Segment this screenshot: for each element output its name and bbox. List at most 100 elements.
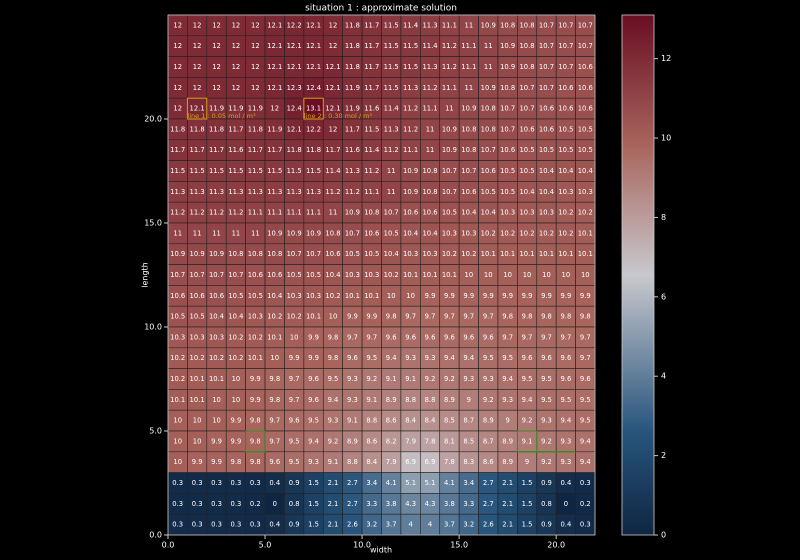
cell-label: 9.9 <box>425 292 436 300</box>
cell-label: 9.7 <box>463 313 474 321</box>
cell-label: 0.4 <box>560 479 571 487</box>
x-tick-label: 10.0 <box>353 541 371 550</box>
cell-label: 10.7 <box>384 209 399 217</box>
cell-label: 10.1 <box>306 313 321 321</box>
cell-label: 11.2 <box>384 146 399 154</box>
cell-label: 9.2 <box>328 437 339 445</box>
cell-label: 8.9 <box>483 417 494 425</box>
cell-label: 10.1 <box>364 292 379 300</box>
cell-label: 10.8 <box>461 146 476 154</box>
cell-label: 2.1 <box>328 500 339 508</box>
cell-label: 11.1 <box>287 209 302 217</box>
cell-label: 12.1 <box>287 125 302 133</box>
cell-label: 9.9 <box>560 292 571 300</box>
cell-label: 10.4 <box>539 188 554 196</box>
cell-label: 9.5 <box>580 417 591 425</box>
cell-label: 11.1 <box>422 105 437 113</box>
cell-label: 5.1 <box>425 479 436 487</box>
cell-label: 10 <box>270 354 279 362</box>
cell-label: 12.1 <box>267 42 282 50</box>
cell-label: 9.4 <box>580 437 591 445</box>
cell-label: 10.4 <box>558 167 573 175</box>
cell-label: 10.8 <box>519 21 534 29</box>
cell-label: 9.9 <box>444 292 455 300</box>
cell-label: 10.5 <box>306 271 321 279</box>
cell-label: 11 <box>232 229 241 237</box>
cell-label: 8.9 <box>386 396 397 404</box>
cell-label: 11.8 <box>345 42 360 50</box>
cell-label: 10.2 <box>558 209 573 217</box>
cell-label: 12 <box>232 21 241 29</box>
cell-label: 10.7 <box>190 271 205 279</box>
cell-label: 0.3 <box>192 479 203 487</box>
x-tick-label: 20.0 <box>547 541 565 550</box>
cell-label: 11 <box>251 229 260 237</box>
cell-label: 12.4 <box>287 105 302 113</box>
cell-label: 10.8 <box>500 21 515 29</box>
cell-label: 10.5 <box>500 167 515 175</box>
cell-label: 8.4 <box>425 417 436 425</box>
cell-label: 12 <box>232 84 241 92</box>
cell-label: 9.9 <box>483 292 494 300</box>
cell-label: 2.7 <box>347 500 358 508</box>
cell-label: 10.3 <box>364 271 379 279</box>
cell-label: 10.6 <box>500 146 515 154</box>
cell-label: 9.1 <box>405 375 416 383</box>
cell-label: 11.8 <box>287 146 302 154</box>
cell-label: 9.8 <box>522 313 533 321</box>
cell-label: 10.7 <box>558 63 573 71</box>
cell-label: 12.1 <box>287 42 302 50</box>
cell-label: 11 <box>193 229 202 237</box>
cell-label: 11 <box>426 146 435 154</box>
cell-label: 11.3 <box>287 188 302 196</box>
cell-label: 10.1 <box>539 250 554 258</box>
cell-label: 0.9 <box>541 479 552 487</box>
cell-label: 1.5 <box>522 521 533 529</box>
cell-label: 12 <box>173 84 182 92</box>
cell-label: 11.9 <box>345 84 360 92</box>
cell-label: 10.1 <box>481 250 496 258</box>
cell-label: 10.6 <box>248 271 263 279</box>
cell-label: 3.2 <box>366 521 377 529</box>
cell-label: 10.1 <box>422 271 437 279</box>
cell-label: 10.7 <box>500 105 515 113</box>
cell-label: 10.6 <box>539 125 554 133</box>
cell-label: 9.3 <box>425 354 436 362</box>
cell-label: 4 <box>428 521 432 529</box>
cell-label: 9.8 <box>386 313 397 321</box>
cell-label: 9.4 <box>560 417 571 425</box>
cell-label: 9.2 <box>444 375 455 383</box>
cell-label: 9.5 <box>541 396 552 404</box>
cell-label: 8.2 <box>386 437 397 445</box>
cell-label: 9.6 <box>308 375 319 383</box>
cell-label: 8.7 <box>463 417 474 425</box>
cell-label: 0.4 <box>269 521 280 529</box>
cell-label: 11.2 <box>442 63 457 71</box>
colorbar-tick-label: 8 <box>661 213 666 222</box>
cell-label: 0.3 <box>211 500 222 508</box>
cell-label: 10.5 <box>248 292 263 300</box>
cell-label: 10.8 <box>481 105 496 113</box>
cell-label: 9.2 <box>541 458 552 466</box>
cell-label: 10 <box>212 396 221 404</box>
annotation: line 2 : 0.30 mol / m³ <box>304 112 373 120</box>
cell-label: 12.1 <box>325 105 340 113</box>
cell-label: 9.9 <box>231 437 242 445</box>
cell-label: 9.6 <box>444 333 455 341</box>
colorbar-tick-label: 12 <box>661 54 671 63</box>
cell-label: 9.4 <box>444 354 455 362</box>
cell-label: 10.3 <box>345 271 360 279</box>
cell-label: 10.4 <box>539 167 554 175</box>
cell-label: 8.8 <box>347 458 358 466</box>
cell-label: 10.3 <box>442 229 457 237</box>
x-tick-label: 15.0 <box>450 541 468 550</box>
cell-label: 10.4 <box>209 313 224 321</box>
cell-label: 12 <box>193 84 202 92</box>
cell-label: 10.6 <box>170 292 185 300</box>
cell-label: 0.3 <box>231 479 242 487</box>
cell-label: 11.4 <box>422 42 437 50</box>
cell-label: 11.8 <box>306 146 321 154</box>
cell-label: 10.4 <box>519 188 534 196</box>
cell-label: 10.9 <box>190 250 205 258</box>
cell-label: 10 <box>232 375 241 383</box>
